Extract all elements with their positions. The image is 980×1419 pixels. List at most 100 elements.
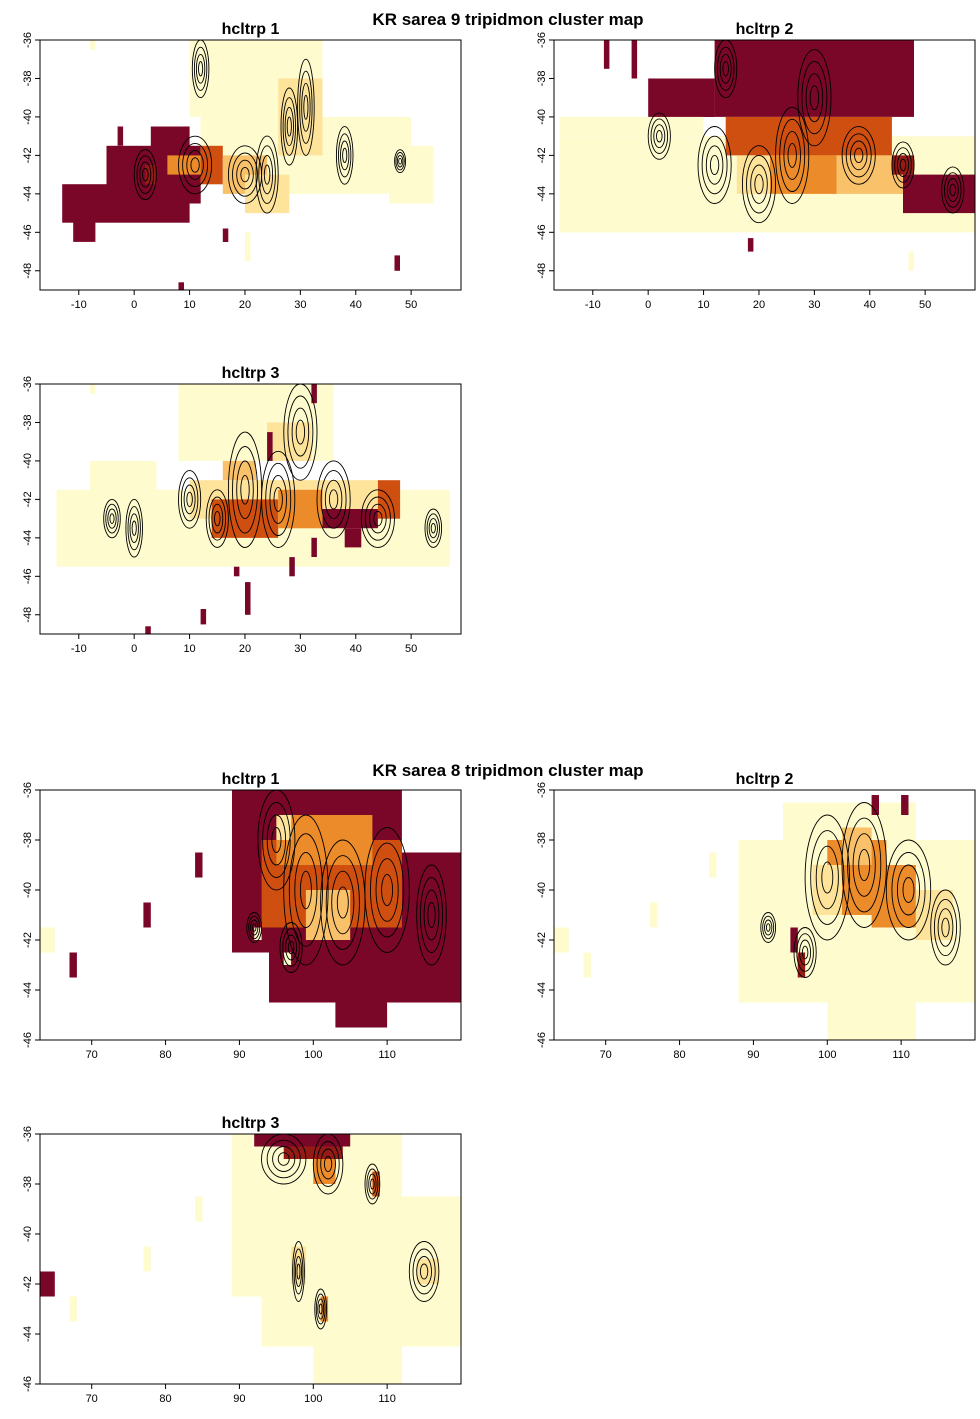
y-tick-label: -44 [22, 1326, 34, 1342]
contour-line [370, 842, 405, 938]
x-tick-label: 0 [131, 643, 137, 655]
contour-line [427, 902, 436, 928]
contour-line [280, 87, 299, 166]
contour-line [211, 503, 224, 534]
panel-title: hcltrp 3 [222, 1115, 280, 1132]
heat-cell [797, 952, 806, 978]
y-tick-label: -42 [536, 147, 548, 163]
contour-line [650, 118, 669, 154]
contour-line [262, 802, 291, 878]
contour-line [198, 61, 204, 77]
plot-area [40, 790, 461, 1028]
y-tick-label: -40 [536, 109, 548, 125]
heat-cell [89, 384, 96, 394]
contour-line [293, 1248, 304, 1295]
contour-line [240, 474, 250, 505]
contour-line [426, 513, 440, 544]
contour-line [394, 149, 407, 174]
heat-cell [901, 795, 909, 815]
contour-line [841, 126, 876, 185]
contour-line [364, 1163, 381, 1205]
x-tick-label: 30 [294, 643, 306, 655]
x-tick-label: 70 [86, 1393, 98, 1405]
contour-line [360, 489, 395, 548]
x-tick-label: 10 [697, 299, 709, 311]
heat-cell [283, 952, 292, 965]
heat-cell [178, 282, 184, 290]
y-tick-label: -46 [22, 224, 34, 240]
contour-line [941, 166, 965, 214]
contour-line [799, 939, 812, 966]
contour-line [303, 94, 309, 120]
heat-cell [269, 952, 461, 1003]
contour-line [647, 112, 671, 160]
contour-line [255, 135, 279, 214]
contour-line [845, 133, 872, 178]
x-tick-label: 30 [808, 299, 820, 311]
contour-line [398, 157, 402, 165]
y-tick-label: -44 [536, 982, 548, 998]
contour-line [423, 889, 440, 941]
contour-line [232, 446, 258, 534]
contour-line [248, 915, 261, 940]
contour-line [722, 61, 729, 77]
y-tick-label: -44 [22, 982, 34, 998]
panel-title: hcltrp 3 [222, 365, 280, 382]
x-tick-label: 40 [864, 299, 876, 311]
contour-line [283, 814, 329, 966]
contour-line [809, 85, 820, 111]
x-tick-label: 20 [239, 299, 251, 311]
contour-line [133, 149, 157, 201]
heat-cell [40, 1271, 55, 1297]
x-tick-label: 40 [350, 643, 362, 655]
contour-line [282, 97, 296, 156]
heat-cell [389, 145, 434, 204]
contour-line [315, 1293, 326, 1325]
contour-line [142, 167, 149, 182]
contour-line [125, 498, 143, 558]
y-tick-label: -46 [22, 1376, 34, 1392]
contour-line [849, 140, 868, 171]
contour-line [897, 153, 909, 177]
heat-cell [714, 40, 914, 117]
contour-line [719, 53, 732, 84]
contour-line [366, 1168, 379, 1200]
plot-frame [553, 789, 976, 1041]
x-tick-label: -10 [71, 299, 87, 311]
heat-cell [908, 251, 914, 271]
heat-cell [322, 509, 378, 529]
contour-line [287, 395, 314, 469]
x-tick-label: 30 [294, 299, 306, 311]
contour-line [424, 508, 443, 548]
panel-sarea8-hcltrp3: hcltrp 3 70 80 90 100 110 -36 -38 -40 -42 -44 -46 [22, 1115, 462, 1405]
panel-sarea9-hcltrp1: hcltrp 1 -10 0 10 20 30 40 50 -36 -38 -40 -42 -44 -46… [22, 21, 462, 311]
contour-line [891, 141, 915, 189]
y-tick-label: -36 [22, 1126, 34, 1142]
heat-cell [554, 927, 569, 953]
heat-cell [603, 40, 610, 69]
contour-line [930, 889, 961, 966]
heat-cell [583, 952, 591, 978]
contour-line [250, 919, 259, 936]
contour-line [240, 166, 250, 183]
heat-cell [344, 528, 362, 548]
contour-line [787, 142, 797, 168]
heat-cell [89, 460, 157, 500]
heat-cell [289, 557, 295, 577]
contour-line [292, 1241, 305, 1302]
contour-line [412, 1248, 436, 1295]
contour-line [750, 164, 768, 204]
contour-line [804, 814, 850, 941]
contour-line [236, 460, 254, 520]
heat-cell [311, 537, 317, 557]
y-tick-label: -42 [22, 1276, 34, 1292]
contour-line [288, 833, 323, 947]
y-tick-label: -38 [22, 1176, 34, 1192]
plot-frame [39, 1133, 462, 1385]
contour-line [193, 46, 208, 91]
contour-line [323, 1156, 333, 1172]
contour-line [320, 470, 347, 529]
contour-line [263, 164, 271, 185]
x-tick-label: 40 [350, 299, 362, 311]
